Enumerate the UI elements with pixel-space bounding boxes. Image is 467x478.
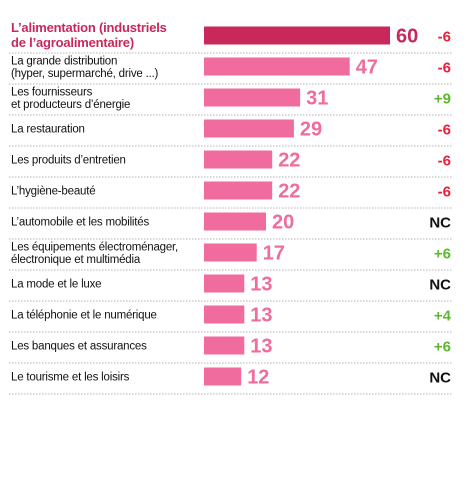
change-label: +9 bbox=[434, 91, 451, 108]
value-label: 31 bbox=[306, 88, 328, 110]
value-label: 17 bbox=[263, 243, 285, 265]
value-label: 13 bbox=[250, 336, 272, 358]
change-label: +6 bbox=[434, 339, 451, 356]
change-label: -6 bbox=[438, 60, 451, 77]
category-label-line: La mode et le luxe bbox=[11, 279, 101, 291]
bar bbox=[204, 88, 301, 107]
category-label-line: (hyper, supermarché, drive ...) bbox=[11, 68, 159, 80]
change-label: -6 bbox=[438, 29, 451, 46]
category-label-line: Le tourisme et les loisirs bbox=[11, 372, 130, 384]
bar bbox=[204, 26, 390, 45]
category-label-line: L’hygiène-beauté bbox=[11, 186, 95, 198]
value-label: 13 bbox=[250, 274, 272, 296]
bar bbox=[204, 150, 273, 169]
category-label-line: La restauration bbox=[11, 124, 85, 136]
bar bbox=[204, 212, 266, 231]
category-label-line: Les banques et assurances bbox=[11, 341, 147, 353]
category-label-line: de l’agroalimentaire) bbox=[11, 35, 134, 50]
change-label: NC bbox=[429, 215, 451, 232]
category-label: La restauration bbox=[11, 124, 85, 136]
category-label-line: La téléphonie et le numérique bbox=[11, 310, 157, 322]
value-label: 60 bbox=[396, 26, 418, 48]
bar bbox=[204, 367, 242, 386]
category-label: Les équipements électroménager, électroni… bbox=[11, 241, 178, 266]
category-label-line: La grande distribution bbox=[11, 55, 117, 67]
category-label: Les produits d’entretien bbox=[11, 155, 126, 167]
category-label-line: électronique et multimédia bbox=[11, 254, 141, 266]
category-label-line: L’automobile et les mobilités bbox=[11, 217, 149, 229]
value-label: 22 bbox=[278, 150, 300, 172]
bar bbox=[204, 243, 257, 262]
value-label: 29 bbox=[300, 119, 322, 141]
bar bbox=[204, 181, 273, 200]
bar bbox=[204, 57, 350, 76]
category-label: L’automobile et les mobilités bbox=[11, 217, 149, 229]
change-label: +4 bbox=[434, 308, 452, 325]
change-label: -6 bbox=[438, 153, 451, 170]
category-label: L’alimentation (industriels de l’agroalim… bbox=[11, 20, 167, 50]
value-label: 12 bbox=[247, 367, 269, 389]
bar bbox=[204, 119, 294, 138]
change-label: NC bbox=[429, 277, 451, 294]
category-label-line: L’alimentation (industriels bbox=[11, 20, 167, 35]
category-label: Les banques et assurances bbox=[11, 341, 147, 353]
category-label-line: Les fournisseurs bbox=[11, 86, 93, 98]
category-label-line: Les produits d’entretien bbox=[11, 155, 126, 167]
change-label: +6 bbox=[434, 246, 451, 263]
category-label: Le tourisme et les loisirs bbox=[11, 372, 130, 384]
category-label: La téléphonie et le numérique bbox=[11, 310, 157, 322]
category-label: Les fournisseurs et producteurs d’énergie bbox=[11, 86, 130, 111]
bar bbox=[204, 336, 245, 355]
bar bbox=[204, 305, 245, 324]
change-label: -6 bbox=[438, 184, 451, 201]
change-label: NC bbox=[429, 370, 451, 387]
category-label-line: Les équipements électroménager, bbox=[11, 241, 178, 253]
category-label: La grande distribution (hyper, supermarch… bbox=[11, 55, 159, 80]
category-label: La mode et le luxe bbox=[11, 279, 101, 291]
value-label: 22 bbox=[278, 181, 300, 203]
value-label: 20 bbox=[272, 212, 294, 234]
value-label: 13 bbox=[250, 305, 272, 327]
bar bbox=[204, 274, 245, 293]
change-label: -6 bbox=[438, 122, 451, 139]
category-label: L’hygiène-beauté bbox=[11, 186, 95, 198]
value-label: 47 bbox=[356, 57, 378, 79]
category-label-line: et producteurs d’énergie bbox=[11, 99, 130, 111]
